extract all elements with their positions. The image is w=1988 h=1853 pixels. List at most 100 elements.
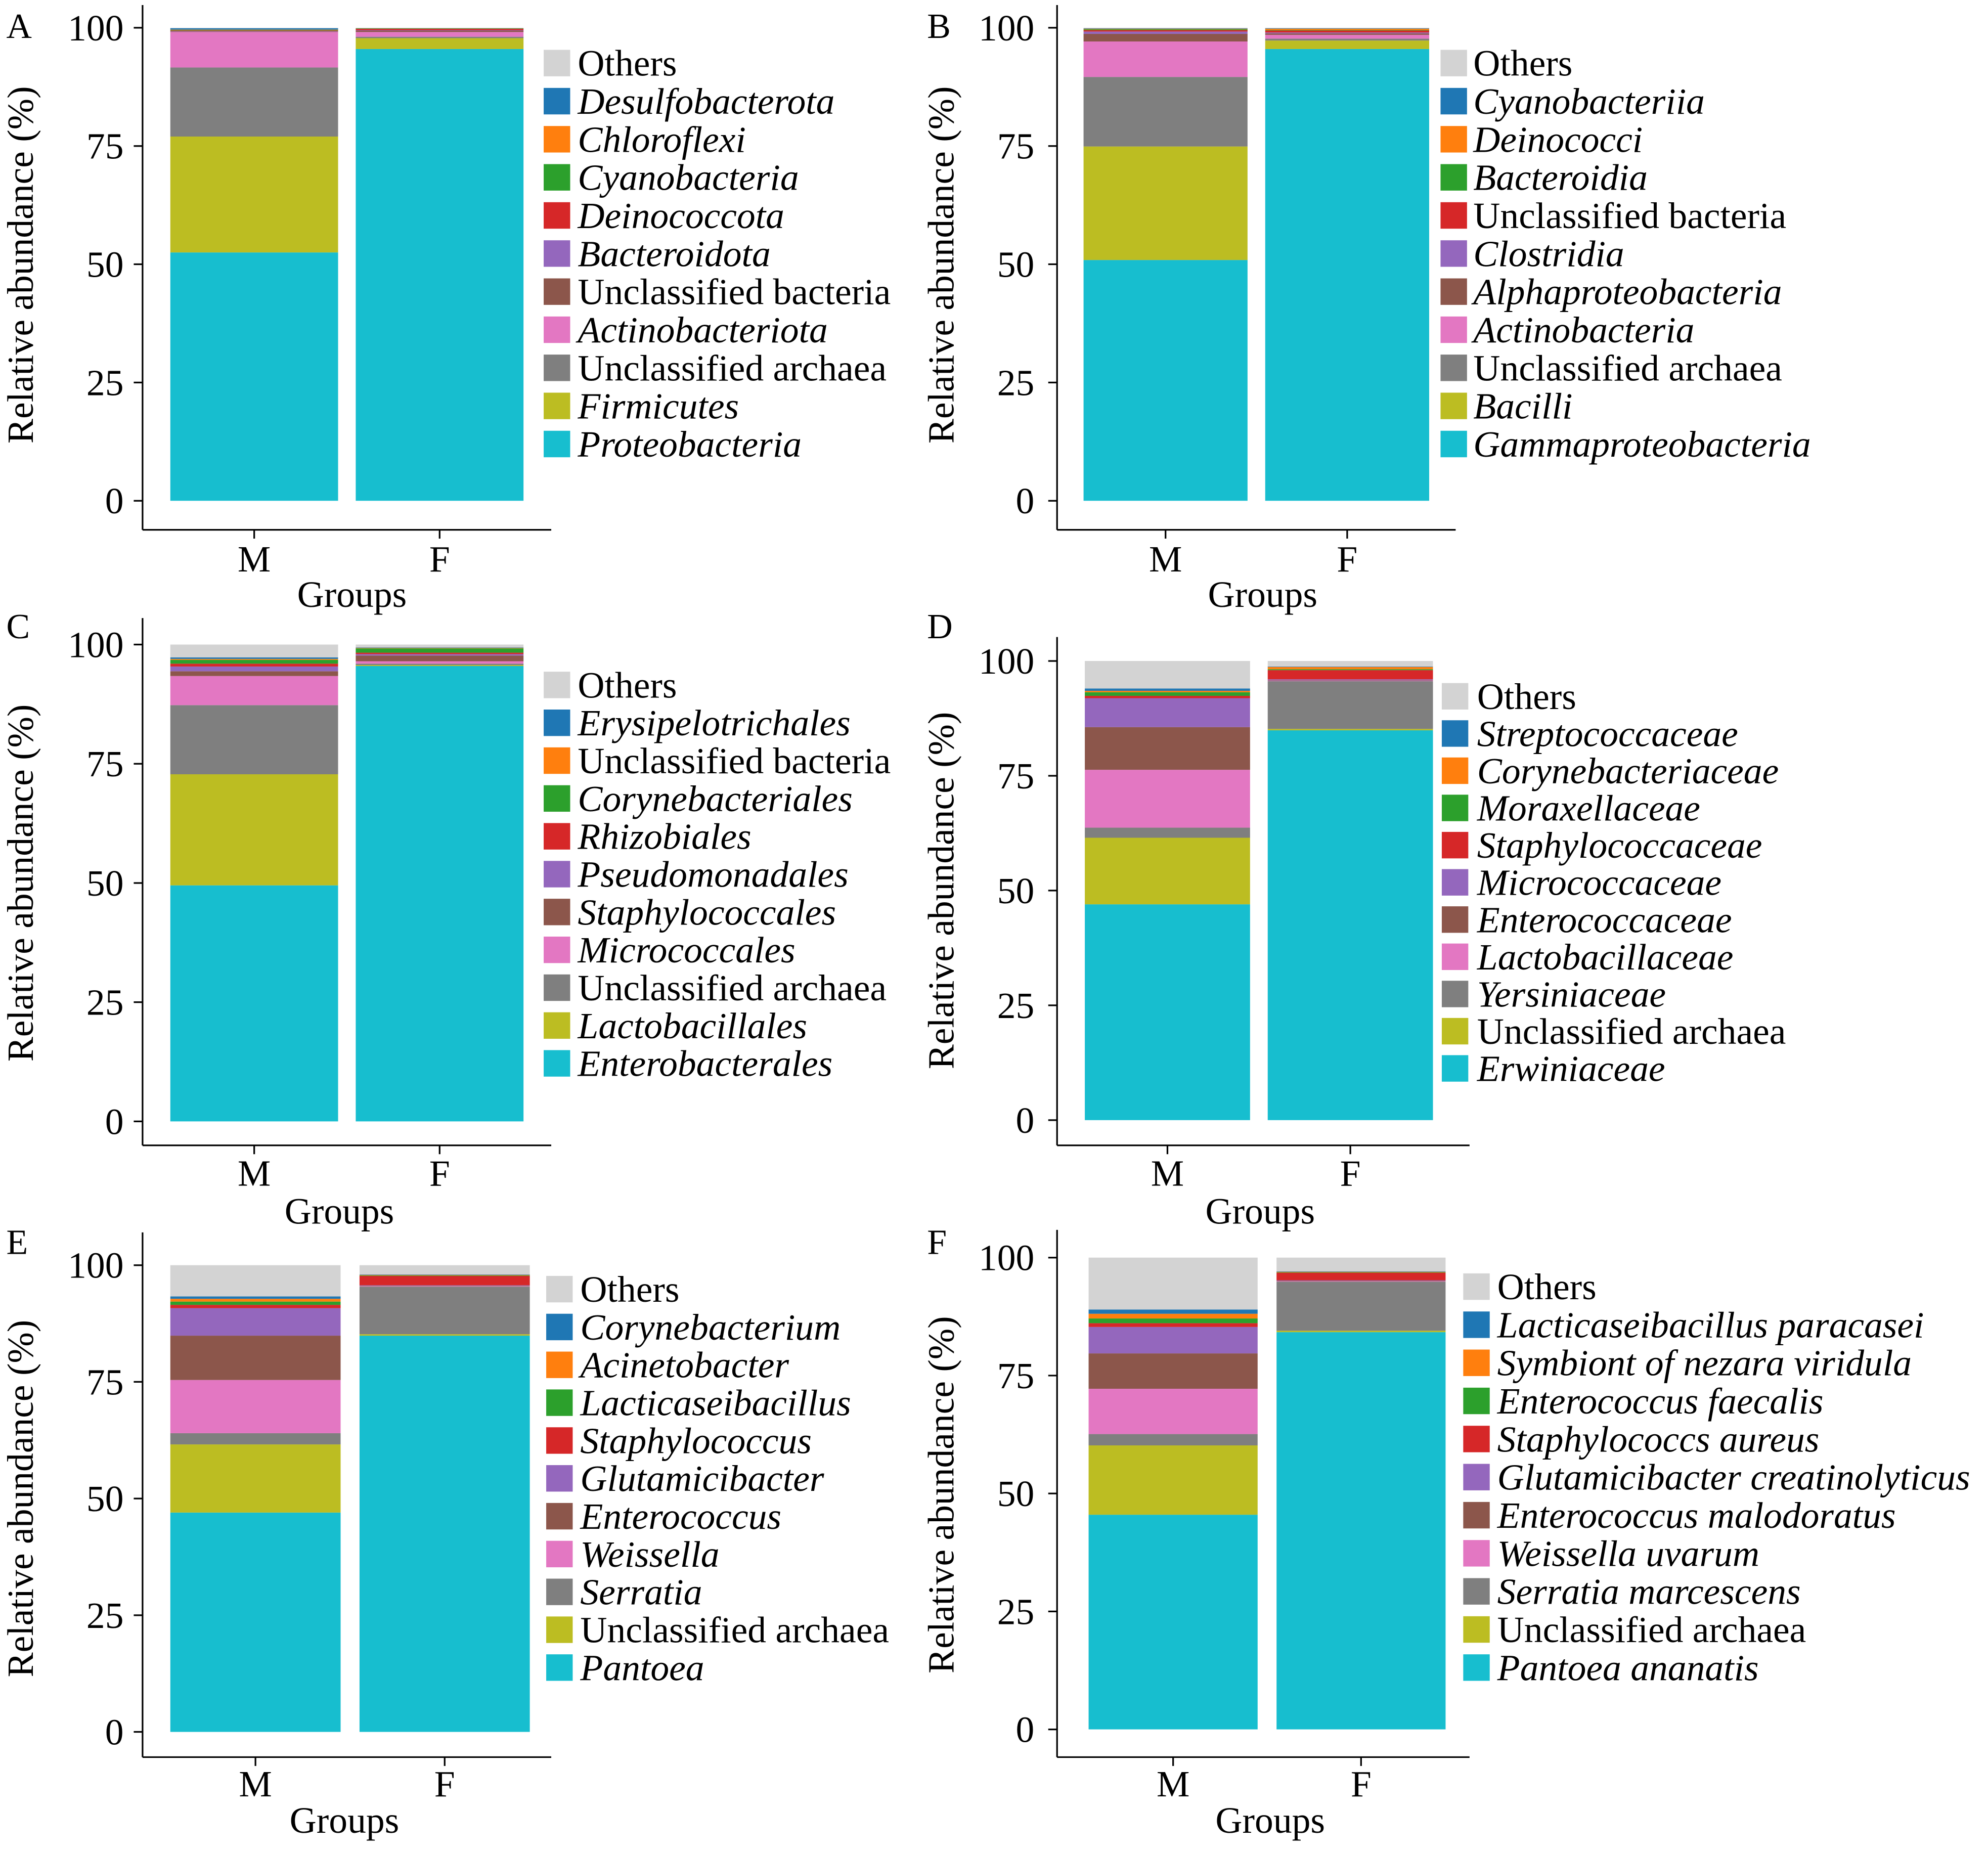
legend-label-acinetobacter: Acinetobacter — [578, 1344, 789, 1386]
legend-swatch-corynebacteriaceae — [1441, 757, 1469, 784]
y-axis-title: Relative abundance (%) — [0, 1320, 41, 1678]
x-axis-title: Groups — [297, 573, 407, 615]
legend-label-glutamicibacter-creatinolyticus: Glutamicibacter creatinolyticus — [1497, 1457, 1970, 1498]
legend-label-unclassified-bacteria: Unclassified bacteria — [578, 271, 891, 313]
legend-label-unclassified-bacteria: Unclassified bacteria — [1473, 195, 1786, 236]
legend-label-staphylococcus: Staphylococcus — [580, 1420, 812, 1461]
y-tick-label: 25 — [997, 1591, 1035, 1632]
y-tick-label: 100 — [979, 1237, 1034, 1278]
legend-swatch-corynebacteriales — [544, 785, 570, 812]
bar-segment-f-unclassified-archaea — [1267, 729, 1433, 731]
legend-swatch-others — [1441, 683, 1469, 710]
bars — [170, 644, 524, 1122]
legend-swatch-erwiniaceae — [1441, 1055, 1469, 1082]
x-axis-title: Groups — [1208, 573, 1317, 615]
bar-segment-m-unclassified-bacteria — [1083, 30, 1248, 32]
legend-swatch-unclassified-archaea — [1441, 1018, 1469, 1045]
legend-swatch-unclassified-bacteria — [544, 747, 570, 774]
bar-segment-f-lactobacillales — [356, 665, 524, 666]
panel-label: C — [7, 607, 30, 646]
bar-segment-f-alphaproteobacteria — [1265, 33, 1430, 35]
legend-swatch-clostridia — [1440, 240, 1467, 267]
bar-segment-m-weissella-uvarum — [1088, 1389, 1258, 1434]
bar-segment-m-cyanobacteriia — [1083, 28, 1248, 29]
bar-segment-f-micrococcales — [356, 661, 524, 664]
x-tick-label: F — [1351, 1763, 1372, 1804]
y-tick-label: 75 — [997, 755, 1035, 797]
legend-label-bacilli: Bacilli — [1473, 385, 1572, 427]
y-tick-label: 0 — [1016, 480, 1035, 521]
y-axis-title: Relative abundance (%) — [920, 712, 962, 1070]
bar-segment-f-micrococcaceae — [1267, 679, 1433, 681]
legend-label-staphylococcs-aureus: Staphylococcs aureus — [1497, 1418, 1820, 1460]
legend-swatch-glutamicibacter — [546, 1465, 573, 1492]
bar-segment-f-enterococcaceae — [1267, 680, 1433, 681]
legend-swatch-enterococcus — [546, 1503, 573, 1530]
legend-swatch-deinococci — [1440, 126, 1467, 153]
legend-swatch-moraxellaceae — [1441, 795, 1469, 821]
legend-label-others: Others — [578, 42, 677, 84]
panel-d: D M F 0 25 50 75 100 Groups Relative abundance (%… — [920, 607, 1786, 1231]
legend-swatch-lacticaseibacillus-paracasei — [1463, 1311, 1490, 1338]
bar-segment-f-unclassified-bacteria — [356, 30, 524, 32]
bar-segment-f-erwiniaceae — [1267, 730, 1433, 1120]
x-axis-title: Groups — [290, 1799, 400, 1841]
legend-label-yersiniaceae: Yersiniaceae — [1477, 973, 1666, 1014]
x-tick-label: M — [238, 1153, 271, 1194]
bar-segment-m-micrococcales — [170, 676, 338, 705]
bar-segment-m-staphylococcales — [170, 671, 338, 676]
legend-swatch-erysipelotrichales — [544, 709, 570, 736]
legend-swatch-pantoea-ananatis — [1463, 1654, 1490, 1681]
legend-swatch-enterococcaceae — [1441, 906, 1469, 933]
bars — [170, 1265, 530, 1732]
legend-swatch-actinobacteriota — [544, 316, 570, 343]
panel-b: B M F 0 25 50 75 100 Groups Relative abundance (%… — [920, 5, 1811, 615]
legend-swatch-firmicutes — [544, 392, 570, 419]
bar-segment-m-actinobacteriota — [170, 32, 338, 68]
x-tick-label: F — [1337, 538, 1357, 580]
legend-swatch-cyanobacteria — [544, 164, 570, 191]
legend-swatch-deinococcota — [544, 202, 570, 229]
x-axis-title: Groups — [1215, 1799, 1325, 1841]
legend-swatch-lactobacillales — [544, 1012, 570, 1039]
legend-label-streptococcaceae: Streptococcaceae — [1477, 713, 1738, 754]
legend-swatch-cyanobacteriia — [1440, 87, 1467, 115]
y-tick-label: 0 — [1016, 1099, 1035, 1141]
legend-label-unclassified-archaea: Unclassified archaea — [580, 1609, 889, 1651]
legend-swatch-micrococcaceae — [1441, 869, 1469, 896]
legend-label-pantoea: Pantoea — [580, 1647, 704, 1688]
bar-segment-f-proteobacteria — [356, 49, 524, 501]
legend-swatch-yersiniaceae — [1441, 981, 1469, 1007]
legend-label-unclassified-archaea: Unclassified archaea — [578, 347, 887, 388]
legend-swatch-gammaproteobacteria — [1440, 430, 1467, 458]
legend-swatch-weissella — [546, 1540, 573, 1568]
legend-label-pantoea-ananatis: Pantoea ananatis — [1497, 1647, 1759, 1688]
legend-label-erwiniaceae: Erwiniaceae — [1477, 1048, 1665, 1089]
y-tick-label: 50 — [997, 870, 1035, 911]
bar-segment-m-bacteroidia — [1083, 29, 1248, 30]
legend-swatch-others — [1440, 50, 1467, 76]
bar-segment-m-firmicutes — [170, 136, 338, 253]
y-tick-label: 25 — [86, 982, 124, 1023]
bar-segment-f-unclassified-archaea — [1265, 38, 1430, 41]
legend: OthersCorynebacteriumAcinetobacterLactic… — [546, 1268, 889, 1688]
legend-label-others: Others — [1477, 676, 1576, 717]
bar-segment-m-rhizobiales — [170, 664, 338, 667]
legend-swatch-unclassified-archaea — [1440, 355, 1467, 381]
bar-segment-m-unclassified-archaea — [1083, 77, 1248, 147]
bar-segment-f-pseudomonadales — [356, 654, 524, 656]
legend-swatch-unclassified-bacteria — [1440, 202, 1467, 229]
legend-label-gammaproteobacteria: Gammaproteobacteria — [1473, 423, 1810, 465]
legend-swatch-bacteroidia — [1440, 164, 1467, 191]
bar-segment-f-erysipelotrichales — [356, 647, 524, 648]
legend-label-others: Others — [580, 1268, 679, 1310]
bar-segment-m-erwiniaceae — [1085, 904, 1250, 1120]
legend-label-deinococci: Deinococci — [1473, 118, 1643, 160]
bar-segment-m-enterococcus — [170, 1336, 341, 1380]
y-tick-label: 0 — [105, 480, 124, 521]
legend-label-staphylococcaceae: Staphylococcaceae — [1477, 824, 1762, 866]
panel-a: A M F 0 25 50 75 100 Groups Relative abundance (%… — [0, 5, 891, 615]
bar-segment-m-unclassified-archaea — [1085, 837, 1250, 905]
x-axis-title: Groups — [285, 1190, 394, 1231]
